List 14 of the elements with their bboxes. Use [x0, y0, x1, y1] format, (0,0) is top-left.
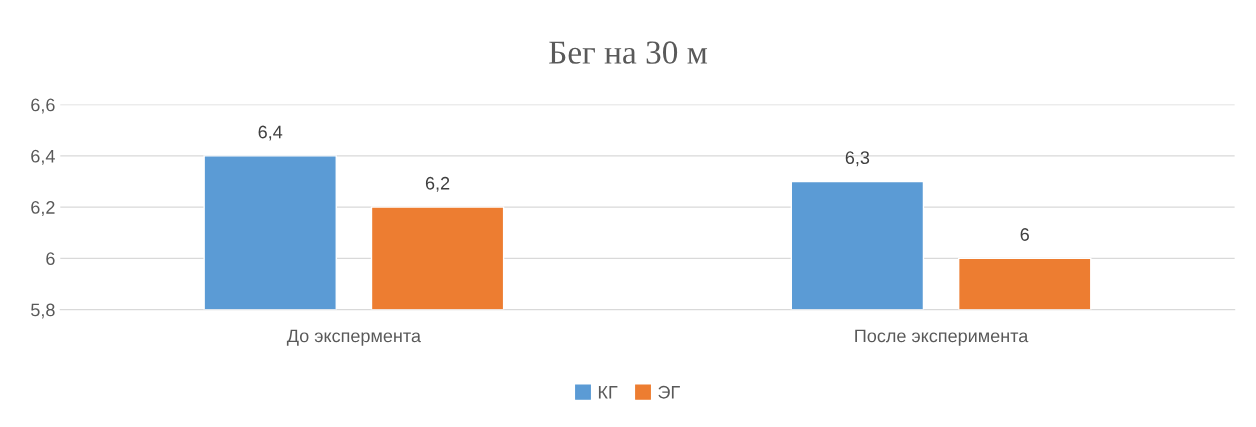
- y-tick-label: 6,2: [31, 201, 55, 216]
- x-tick-label: До экспермента: [286, 329, 421, 346]
- text: 6,2: [425, 176, 450, 192]
- chart-title: Бег на 30 м: [549, 41, 708, 64]
- x-tick-label: После эксперимента: [855, 329, 1029, 346]
- y-tick-label: 5,8: [31, 303, 55, 319]
- text: 6: [1020, 228, 1029, 241]
- legend-label: ЭГ: [658, 385, 680, 399]
- y-tick-label: 6,4: [31, 149, 55, 165]
- text: 6,3: [845, 151, 870, 167]
- y-tick-label: 6,6: [31, 98, 55, 114]
- legend-label: КГ: [598, 386, 618, 399]
- y-tick-label: 6: [46, 252, 55, 266]
- text: 6,4: [258, 125, 283, 141]
